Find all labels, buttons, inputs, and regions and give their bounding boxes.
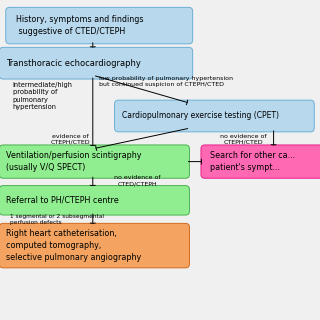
Text: Ventilation/perfusion scintigraphy
(usually V/Q SPECT): Ventilation/perfusion scintigraphy (usua… <box>6 151 142 172</box>
Text: Referral to PH/CTEPH centre: Referral to PH/CTEPH centre <box>6 196 119 205</box>
Text: evidence of
CTEPH/CTED: evidence of CTEPH/CTED <box>51 134 90 145</box>
Text: Right heart catheterisation,
computed tomography,
selective pulmonary angiograph: Right heart catheterisation, computed to… <box>6 229 142 262</box>
FancyBboxPatch shape <box>0 47 193 79</box>
Text: no evidence of
CTEPH/CTED: no evidence of CTEPH/CTED <box>220 134 267 145</box>
Text: no evidence of
CTED/CTEPH: no evidence of CTED/CTEPH <box>114 175 161 186</box>
Text: Search for other ca...
patient's sympt...: Search for other ca... patient's sympt..… <box>210 151 295 172</box>
Text: intermediate/high
probability of
pulmonary
hypertension: intermediate/high probability of pulmona… <box>13 82 73 110</box>
FancyBboxPatch shape <box>201 145 320 178</box>
Text: 1 segmental or 2 subsegmental
perfusion defects: 1 segmental or 2 subsegmental perfusion … <box>10 214 104 225</box>
Text: low probability of pulmonary hypertension
but continued suspicion of CTEPH/CTED: low probability of pulmonary hypertensio… <box>99 76 233 87</box>
Text: Cardiopulmonary exercise testing (CPET): Cardiopulmonary exercise testing (CPET) <box>122 111 279 120</box>
Text: Transthoracic echocardiography: Transthoracic echocardiography <box>6 59 141 68</box>
FancyBboxPatch shape <box>6 7 193 44</box>
FancyBboxPatch shape <box>0 145 189 178</box>
FancyBboxPatch shape <box>0 223 189 268</box>
Text: History, symptoms and findings
 suggestive of CTED/CTEPH: History, symptoms and findings suggestiv… <box>16 15 143 36</box>
FancyBboxPatch shape <box>115 100 314 132</box>
FancyBboxPatch shape <box>0 186 189 215</box>
